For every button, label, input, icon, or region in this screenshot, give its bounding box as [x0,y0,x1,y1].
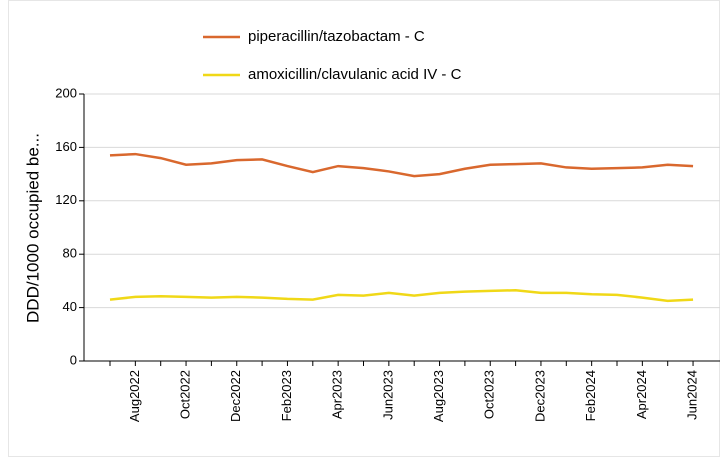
series-line [109,288,694,303]
y-tick-label: 120 [55,192,77,207]
y-tick-label: 80 [63,246,77,261]
y-tick-label: 160 [55,139,77,154]
series-line [109,152,694,178]
y-tick-label: 40 [63,299,77,314]
x-tick-label: Feb2024 [583,370,598,421]
x-tick-label: Dec2023 [532,370,547,422]
y-axis-label: DDD/1000 occupied be... [23,133,42,323]
card-border [8,0,720,457]
x-tick-label: Aug2023 [431,370,446,422]
x-tick-label: Jun2023 [380,370,395,420]
x-tick-label: Apr2024 [634,370,649,419]
x-tick-label: Apr2023 [330,370,345,419]
x-tick-label: Jun2024 [684,370,699,420]
x-tick-label: Aug2022 [127,370,142,422]
x-tick-label: Feb2023 [279,370,294,421]
x-tick-label: Dec2022 [228,370,243,422]
x-tick-label: Oct2022 [177,370,192,419]
y-tick-label: 200 [55,85,77,100]
legend-label: amoxicillin/clavulanic acid IV - C [248,66,462,83]
y-tick-label: 0 [70,352,77,367]
x-tick-label: Oct2023 [482,370,497,419]
legend-label: piperacillin/tazobactam - C [248,28,425,45]
